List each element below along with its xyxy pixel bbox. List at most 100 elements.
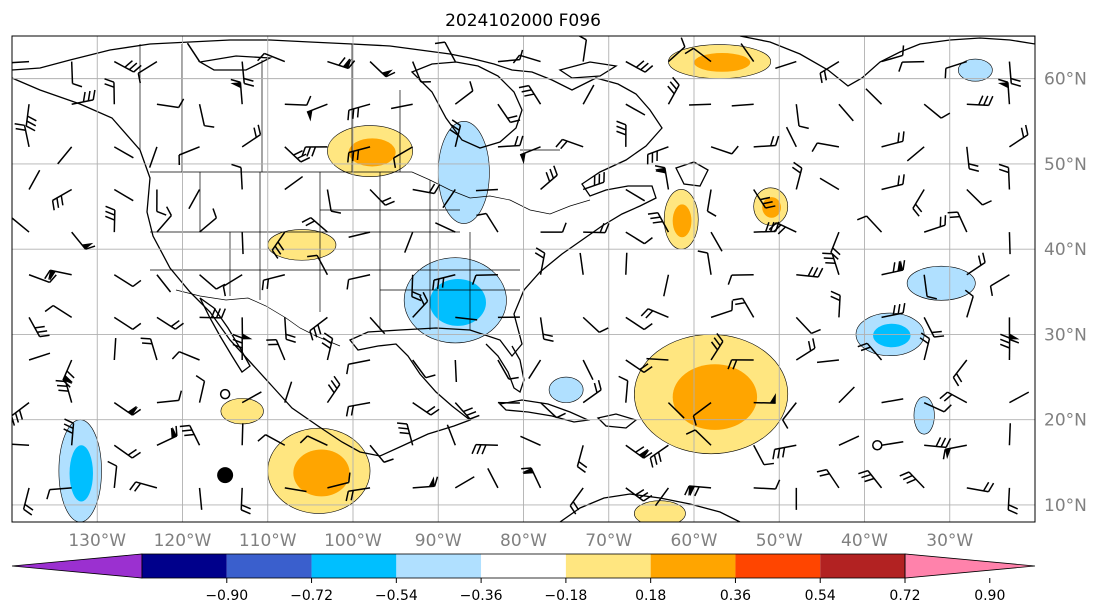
wind-barb (912, 189, 925, 217)
wind-barb (583, 222, 610, 234)
wind-barb (646, 146, 669, 165)
wind-barb (1008, 317, 1020, 344)
wind-barb (753, 393, 776, 404)
wind-barb (309, 316, 328, 341)
wind-barb (284, 381, 293, 403)
colorbar-tick-label: −0.54 (375, 588, 418, 604)
lat-tick-label: 50°N (1044, 155, 1087, 175)
wind-barb (129, 481, 158, 492)
wind-barb (838, 386, 855, 404)
wind-barb (471, 273, 498, 285)
wind-barb (113, 337, 117, 361)
wind-barb (487, 468, 499, 489)
lat-tick-label: 60°N (1044, 70, 1087, 90)
wind-barb (692, 402, 712, 426)
cuba-coastline (498, 399, 591, 423)
wind-barb (156, 189, 167, 216)
wind-barb (271, 231, 286, 259)
wind-barb (306, 103, 328, 122)
colorbar-tick-label: 0.90 (974, 588, 1005, 604)
wind-barb (966, 188, 992, 206)
wind-barb (412, 291, 429, 318)
wind-barb (796, 266, 824, 278)
wind-barb (113, 188, 134, 202)
wind-barb (838, 435, 860, 446)
wind-barb (857, 342, 883, 361)
wind-barb (432, 274, 456, 291)
wind-barb (782, 402, 797, 429)
wind-barb (791, 161, 803, 190)
colorbar-bin (311, 554, 397, 578)
wind-barb (819, 177, 840, 191)
wind-barb (299, 435, 328, 446)
wind-barb (186, 42, 201, 62)
colorbar-bin (735, 554, 821, 578)
wind-barb (811, 142, 840, 153)
wind-barb (881, 174, 905, 191)
wind-barb (753, 135, 780, 148)
wind-barb (772, 444, 797, 460)
wind-barb (12, 402, 30, 426)
wind-barb (241, 423, 244, 446)
wind-barb (519, 146, 541, 165)
wind-barb (113, 146, 134, 159)
colorbar-tick-label: 0.36 (720, 588, 751, 604)
colorbar-bin (226, 554, 312, 578)
colorbar-tick-label: 0.54 (805, 588, 836, 604)
wind-barb (28, 274, 57, 284)
wind-barb (241, 124, 262, 148)
wind-barb (1008, 423, 1012, 446)
colorbar-extend-high (904, 553, 1036, 579)
wind-barb (667, 402, 685, 419)
wind-barb (307, 254, 329, 276)
anomaly-core-neg-southeast (429, 279, 486, 326)
lon-tick-label: 60°W (671, 531, 718, 551)
wind-barb (1007, 487, 1018, 515)
wind-barb (785, 126, 797, 148)
wind-barb (952, 359, 968, 387)
wind-barb (857, 215, 883, 233)
wind-barb (858, 469, 883, 489)
wind-barb (105, 205, 116, 233)
lon-tick-label: 50°W (756, 531, 803, 551)
wind-barb (1008, 61, 1022, 87)
wind-barb (822, 252, 840, 275)
wind-barb (156, 274, 172, 293)
marker-layer (217, 388, 883, 484)
wind-barb (684, 47, 712, 63)
wind-barb (179, 424, 201, 446)
wind-barb (710, 300, 734, 319)
wind-barb (28, 169, 41, 190)
wind-barb (222, 274, 243, 297)
anomaly-region-pos-great-plains (267, 229, 337, 261)
anomaly-core-pos-labrador-sea (694, 53, 751, 72)
wind-barb (865, 88, 883, 105)
anomaly-core-pos-hudson-bay (348, 138, 396, 167)
colorbar-extend-low (11, 553, 143, 579)
wind-barb (454, 359, 458, 383)
wind-barb (188, 189, 201, 210)
wind-barb (51, 188, 73, 211)
wind-barb (966, 481, 995, 493)
wind-barb (625, 359, 653, 373)
wind-barb (266, 338, 286, 361)
wind-barb (710, 231, 723, 252)
wind-barb (113, 60, 142, 73)
wind-barb (369, 188, 395, 206)
wind-barb (989, 274, 1010, 297)
map-panel (12, 36, 1035, 522)
colorbar: −0.90 −0.72 −0.54 −0.36 −0.18 0.18 0.36 0.54 0.7… (11, 553, 1036, 604)
wind-barb (582, 359, 594, 381)
wind-barb (947, 211, 968, 233)
wind-barb (649, 444, 669, 468)
wind-barb (646, 357, 669, 361)
wind-barb (625, 316, 653, 331)
anomaly-region-neg-greenland-se (957, 58, 993, 82)
wind-barb (12, 217, 30, 233)
wind-barb (104, 78, 116, 105)
wind-barb (830, 290, 841, 318)
wind-barb (156, 390, 183, 404)
wind-barb (923, 317, 945, 338)
wind-barb (1009, 124, 1029, 148)
wind-barb (710, 332, 724, 361)
